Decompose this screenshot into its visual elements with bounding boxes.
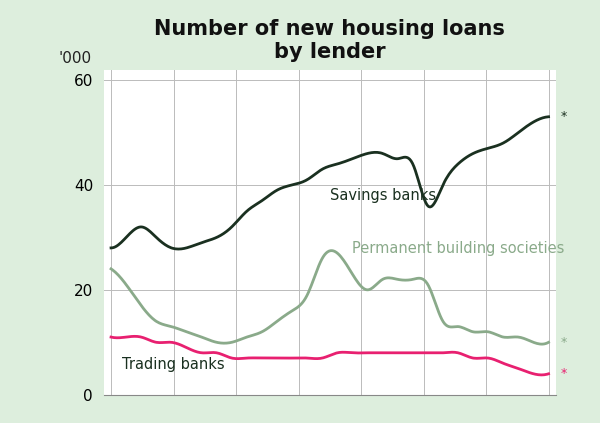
Text: *: * bbox=[560, 336, 567, 349]
Text: *: * bbox=[560, 367, 567, 380]
Text: Permanent building societies: Permanent building societies bbox=[352, 241, 565, 256]
Text: *: * bbox=[560, 110, 567, 123]
Text: Trading banks: Trading banks bbox=[122, 357, 224, 372]
Text: Savings banks: Savings banks bbox=[330, 188, 436, 203]
Title: Number of new housing loans
by lender: Number of new housing loans by lender bbox=[154, 19, 505, 63]
Text: '000: '000 bbox=[58, 51, 91, 66]
